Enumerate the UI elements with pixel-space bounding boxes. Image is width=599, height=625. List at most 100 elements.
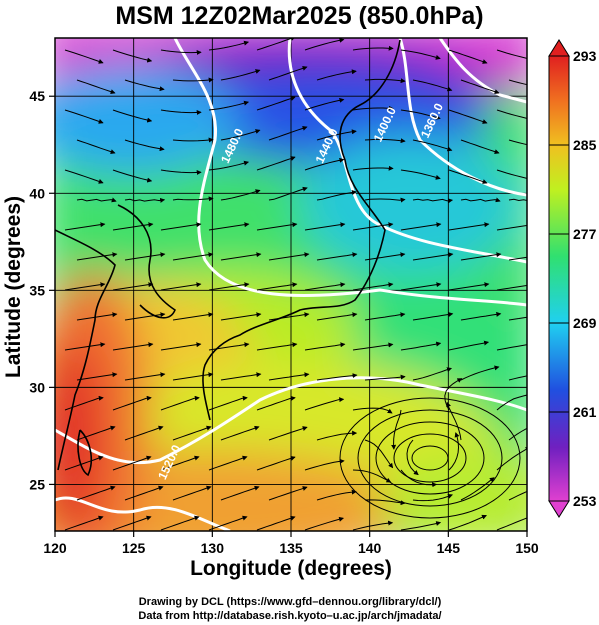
streamline [412, 79, 453, 92]
streamline [460, 197, 501, 203]
streamline [172, 485, 212, 501]
streamline [208, 100, 250, 111]
y-tick-label: 30 [29, 379, 45, 395]
streamline [160, 395, 200, 411]
contour-line-1360 [438, 38, 527, 104]
streamline-swirl [339, 397, 521, 519]
grid-lines [55, 38, 527, 531]
contour-line-1560 [55, 496, 231, 531]
streamline [124, 252, 166, 261]
y-tick-label: 45 [29, 88, 45, 104]
streamline [448, 282, 490, 291]
streamline [352, 105, 394, 111]
streamline [268, 486, 308, 501]
streamline [508, 427, 527, 441]
streamline [496, 49, 527, 59]
streamline [256, 282, 298, 291]
chart-title: MSM 12Z02Mar2025 (850.0hPa) [115, 2, 484, 30]
streamline [172, 252, 214, 261]
streamline [64, 515, 104, 531]
streamline [268, 252, 310, 261]
streamline [256, 96, 296, 111]
streamline [220, 312, 262, 321]
streamline [460, 79, 500, 95]
streamline [76, 485, 116, 501]
streamline [316, 373, 358, 381]
streamline [76, 252, 118, 261]
streamline [112, 109, 153, 123]
streamline [76, 79, 116, 95]
colorbar-tick-label: 253 [573, 493, 597, 509]
colorbar-tick-label: 277 [573, 226, 597, 242]
streamline [124, 485, 164, 501]
streamline [76, 139, 116, 155]
streamline [76, 197, 117, 203]
streamline [112, 395, 152, 411]
streamline [124, 372, 166, 381]
streamline [448, 340, 490, 351]
wind-streamlines [64, 38, 527, 531]
streamline [406, 439, 419, 476]
streamline [304, 97, 345, 111]
streamline [268, 372, 310, 381]
streamline [304, 38, 345, 51]
x-axis: 120 125 130 135 140 145 150 [43, 531, 539, 556]
streamline [352, 282, 394, 291]
streamline [208, 160, 250, 171]
streamline [220, 189, 261, 201]
streamline [160, 515, 200, 531]
streamline [208, 40, 250, 51]
streamline [352, 45, 394, 51]
colorbar-top-arrow [548, 39, 570, 57]
streamline [496, 284, 527, 291]
streamline [304, 282, 346, 291]
streamline [364, 138, 406, 144]
streamline [256, 156, 296, 171]
x-tick-label: 135 [279, 540, 303, 556]
streamline [508, 139, 527, 146]
streamline [220, 372, 262, 381]
streamline [496, 169, 527, 179]
x-axis-label: Longitude (degrees) [190, 557, 392, 580]
x-tick-label: 140 [358, 540, 382, 556]
streamline [391, 409, 402, 450]
x-tick-label: 120 [43, 540, 67, 556]
streamline [160, 49, 202, 55]
streamline [160, 342, 202, 351]
streamline [508, 316, 527, 321]
streamline [268, 125, 308, 141]
streamline [316, 312, 358, 321]
streamline [112, 282, 154, 291]
streamline [124, 139, 165, 152]
streamline [172, 312, 214, 321]
streamline-swirl [393, 433, 467, 483]
streamline [364, 374, 406, 381]
streamline [316, 489, 357, 501]
streamline [400, 341, 442, 351]
y-tick-label: 35 [29, 282, 45, 298]
streamline [124, 197, 166, 203]
streamline [352, 342, 394, 351]
streamline [124, 312, 166, 321]
streamline [496, 344, 527, 351]
streamline [400, 222, 442, 231]
streamline [268, 65, 308, 81]
streamline [400, 49, 441, 60]
streamline [496, 224, 527, 231]
streamline [112, 169, 153, 183]
streamline [412, 312, 454, 321]
streamline [364, 439, 394, 469]
streamline [172, 77, 214, 83]
streamline [496, 109, 527, 119]
streamline [160, 169, 202, 175]
streamline [256, 515, 296, 531]
streamline [316, 252, 358, 261]
streamline [220, 69, 261, 81]
streamline-swirl [411, 445, 449, 471]
streamline [446, 401, 462, 441]
streamline [496, 517, 527, 531]
streamline [256, 222, 298, 231]
streamline [460, 311, 502, 321]
colorbar-bar [548, 55, 570, 502]
streamline [256, 38, 296, 51]
